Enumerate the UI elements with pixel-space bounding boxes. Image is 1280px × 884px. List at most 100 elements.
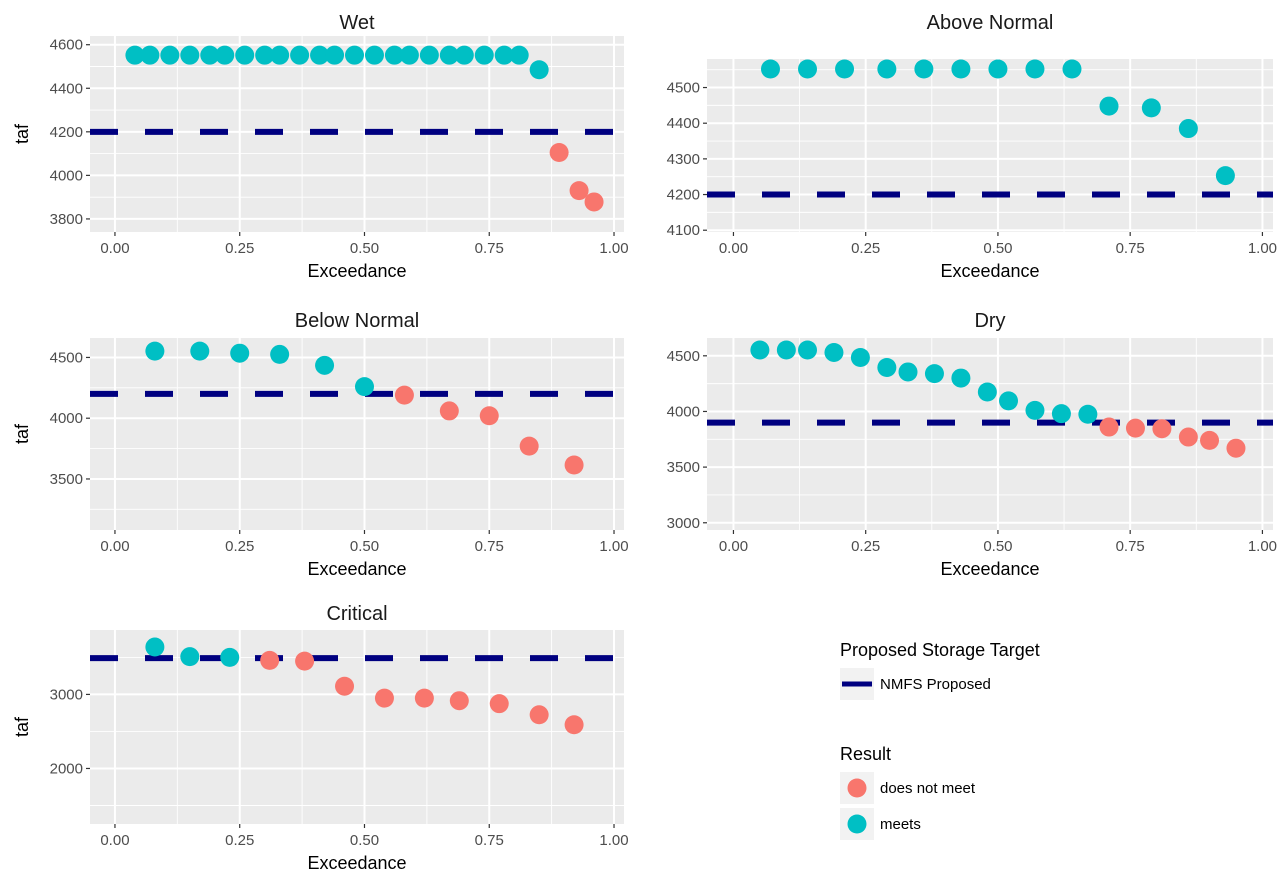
y-axis-title: taf xyxy=(12,123,32,144)
y-tick-label: 4200 xyxy=(667,187,700,204)
point-meets xyxy=(439,45,459,65)
point-does-not-meet xyxy=(564,455,584,475)
x-axis-title: Exceedance xyxy=(940,261,1039,281)
x-axis-title: Exceedance xyxy=(307,261,406,281)
x-tick-label: 0.25 xyxy=(225,240,254,257)
legend-line-label: NMFS Proposed xyxy=(880,676,991,693)
point-meets xyxy=(419,45,439,65)
point-does-not-meet xyxy=(414,688,434,708)
panel-title: Below Normal xyxy=(295,310,419,332)
panel-wet: 0.00 0.25 0.50 0.75 1.00 3800 4000 4200 4400 4600… xyxy=(12,12,629,281)
point-does-not-meet xyxy=(260,650,280,670)
x-tick-label: 1.00 xyxy=(1248,538,1277,555)
point-meets xyxy=(364,45,384,65)
point-meets xyxy=(345,45,365,65)
y-tick-label: 4600 xyxy=(50,37,83,54)
x-tick-label: 0.50 xyxy=(983,538,1012,555)
x-tick-label: 0.50 xyxy=(350,538,379,555)
point-meets xyxy=(180,647,200,667)
point-meets xyxy=(999,391,1019,411)
point-meets xyxy=(1178,119,1198,139)
x-tick-label: 0.25 xyxy=(851,538,880,555)
y-tick-label: 3000 xyxy=(50,686,83,703)
x-tick-label: 0.25 xyxy=(851,240,880,257)
panel-title: Wet xyxy=(339,12,375,34)
point-does-not-meet xyxy=(394,385,414,405)
point-does-not-meet xyxy=(295,651,315,671)
point-meets xyxy=(1062,59,1082,79)
panel-background xyxy=(707,338,1273,530)
x-axis-title: Exceedance xyxy=(940,559,1039,579)
point-does-not-meet xyxy=(1226,438,1246,458)
y-axis-title: taf xyxy=(12,716,32,737)
legend-key-does-not-meet xyxy=(847,778,867,798)
x-tick-label: 0.50 xyxy=(983,240,1012,257)
point-meets xyxy=(1025,59,1045,79)
legend-key-meets xyxy=(847,814,867,834)
x-axis-title: Exceedance xyxy=(307,853,406,873)
x-tick-label: 0.75 xyxy=(1116,538,1145,555)
panel-title: Above Normal xyxy=(927,12,1054,34)
point-meets xyxy=(924,364,944,384)
point-meets xyxy=(235,45,255,65)
point-meets xyxy=(290,45,310,65)
point-does-not-meet xyxy=(1152,419,1172,439)
point-does-not-meet xyxy=(335,676,355,696)
point-does-not-meet xyxy=(1125,418,1145,438)
point-meets xyxy=(255,45,275,65)
point-meets xyxy=(1051,404,1071,424)
point-does-not-meet xyxy=(569,181,589,201)
x-axis-title: Exceedance xyxy=(307,559,406,579)
y-tick-label: 4100 xyxy=(667,222,700,239)
y-tick-label: 4500 xyxy=(667,348,700,365)
point-meets xyxy=(399,45,419,65)
point-meets xyxy=(877,357,897,377)
point-meets xyxy=(750,340,770,360)
point-does-not-meet xyxy=(564,715,584,735)
panel-title: Dry xyxy=(974,310,1005,332)
point-meets xyxy=(1078,404,1098,424)
point-meets xyxy=(160,45,180,65)
point-meets xyxy=(798,59,818,79)
point-meets xyxy=(230,343,250,363)
point-does-not-meet xyxy=(1200,430,1220,450)
legend: Proposed Storage Target NMFS Proposed Re… xyxy=(840,640,1040,840)
y-tick-label: 4000 xyxy=(667,403,700,420)
point-meets xyxy=(1025,400,1045,420)
panel-below-normal: 0.00 0.25 0.50 0.75 1.00 3500 4000 4500 Below No… xyxy=(12,310,629,579)
point-meets xyxy=(898,362,918,382)
y-tick-label: 4500 xyxy=(50,349,83,366)
point-meets xyxy=(354,377,374,397)
x-tick-label: 0.50 xyxy=(350,240,379,257)
x-tick-label: 0.75 xyxy=(475,538,504,555)
point-meets xyxy=(877,59,897,79)
point-does-not-meet xyxy=(1099,417,1119,437)
panel-background xyxy=(90,630,624,824)
point-meets xyxy=(776,340,796,360)
legend-label-meets: meets xyxy=(880,816,921,833)
panel-background xyxy=(90,338,624,530)
y-tick-label: 4300 xyxy=(667,151,700,168)
point-meets xyxy=(220,647,240,667)
point-does-not-meet xyxy=(529,705,549,725)
point-meets xyxy=(798,340,818,360)
point-meets xyxy=(951,59,971,79)
y-tick-label: 3800 xyxy=(50,211,83,228)
legend-label-does-not-meet: does not meet xyxy=(880,780,976,797)
point-meets xyxy=(145,637,165,657)
y-axis-title: taf xyxy=(12,423,32,444)
point-does-not-meet xyxy=(1178,427,1198,447)
point-does-not-meet xyxy=(449,691,469,711)
legend-line-title: Proposed Storage Target xyxy=(840,640,1040,660)
x-tick-label: 1.00 xyxy=(599,832,628,849)
y-tick-label: 4400 xyxy=(667,115,700,132)
x-tick-label: 0.00 xyxy=(719,538,748,555)
x-tick-label: 0.00 xyxy=(719,240,748,257)
panel-background xyxy=(707,59,1273,232)
point-meets xyxy=(1141,98,1161,118)
point-meets xyxy=(914,59,934,79)
y-tick-label: 3500 xyxy=(667,459,700,476)
panel-critical: 0.00 0.25 0.50 0.75 1.00 2000 3000 Critical Exce… xyxy=(12,603,629,873)
point-meets xyxy=(509,45,529,65)
panel-title: Critical xyxy=(326,603,387,625)
